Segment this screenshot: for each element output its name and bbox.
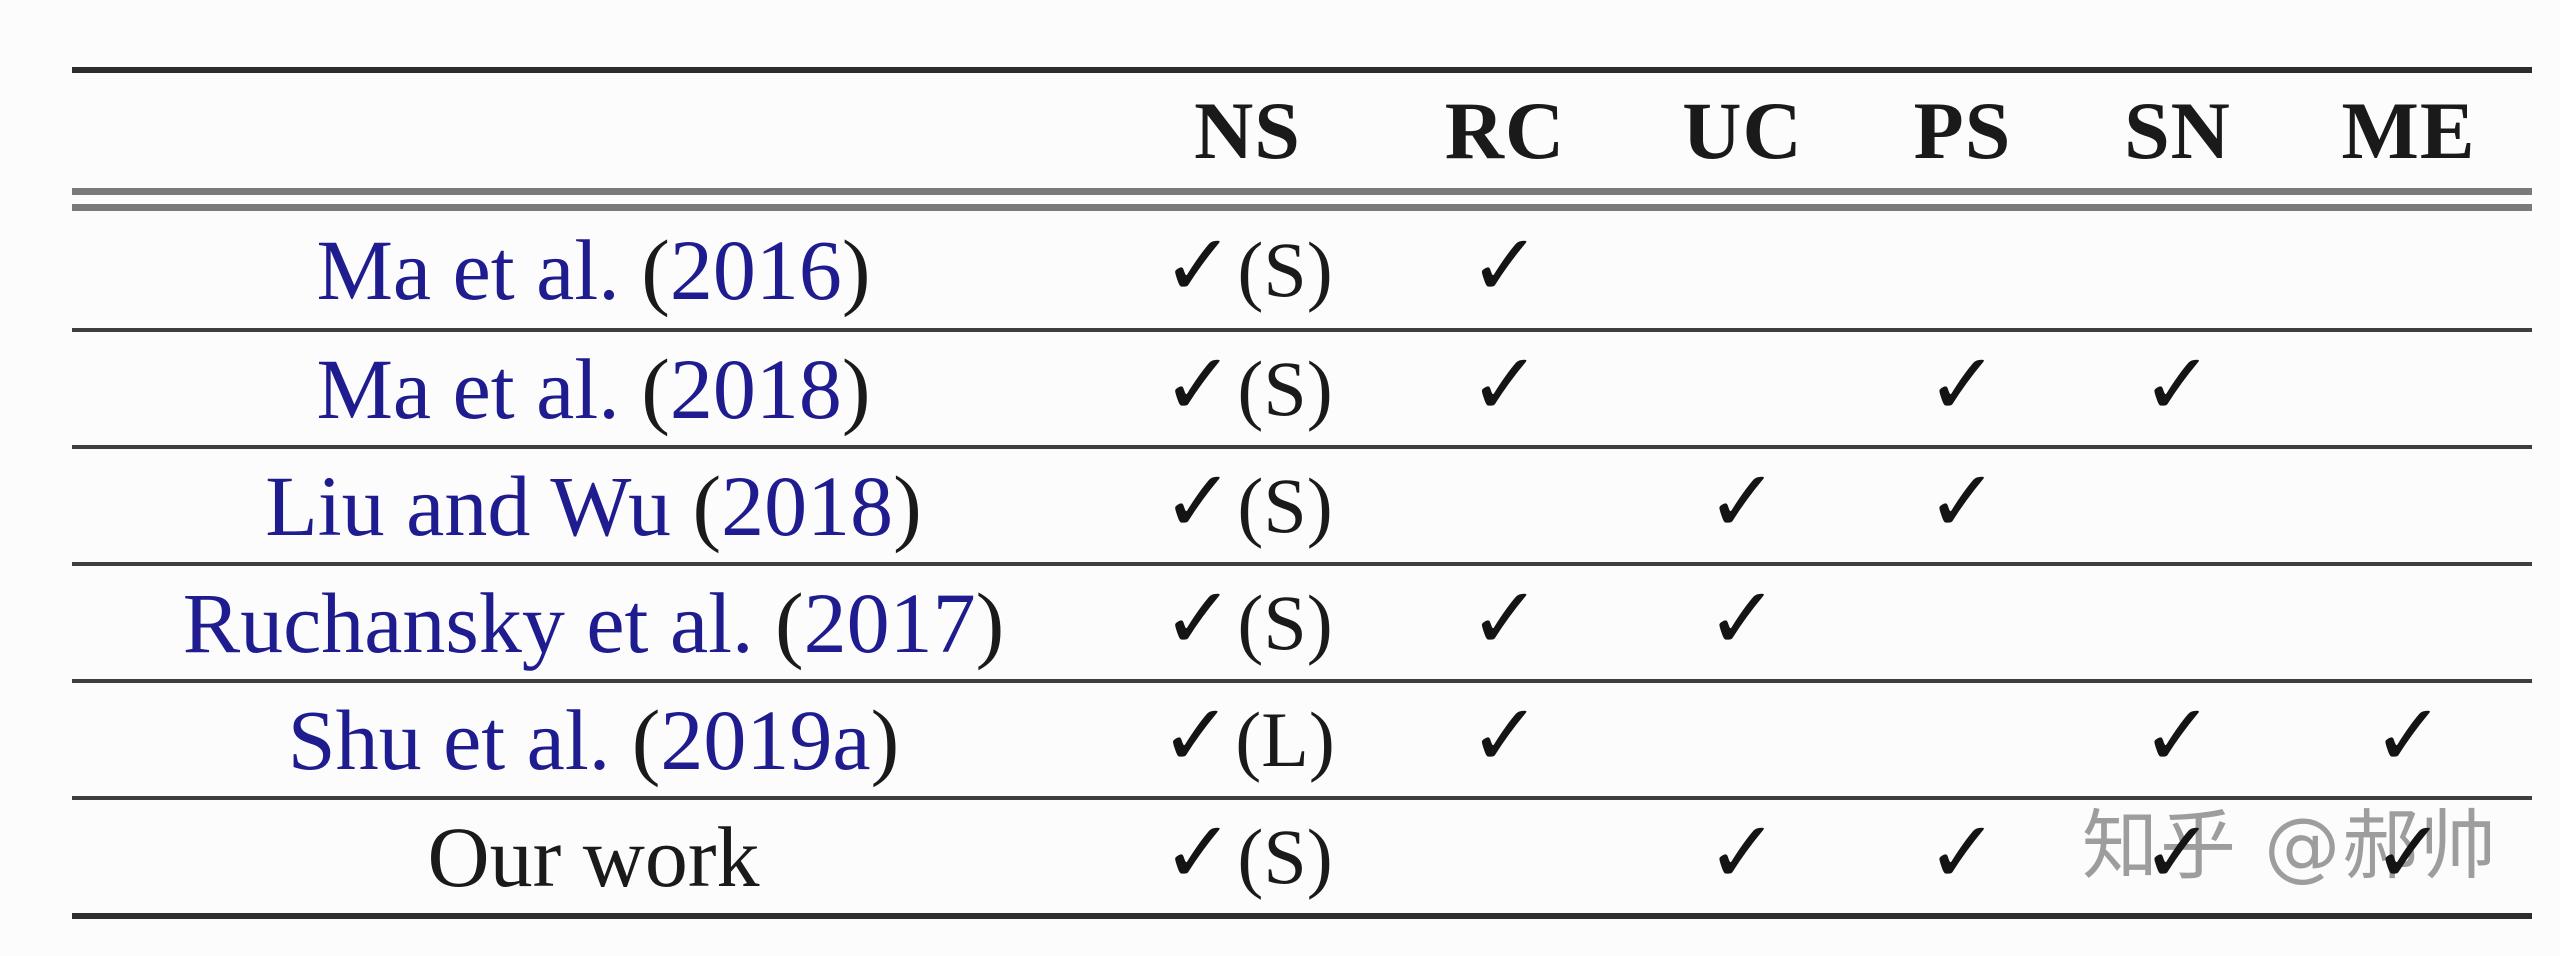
checkmark-icon: ✓	[2372, 802, 2445, 903]
column-header-ns: NS	[1194, 84, 1301, 176]
checkmark-icon: ✓	[1162, 215, 1235, 316]
feature-cell-sn: ✓	[2070, 683, 2285, 796]
checkmark-icon: ✓	[1926, 802, 1999, 903]
checkmark-icon: ✓	[1162, 568, 1235, 669]
feature-cell-rc: ✓	[1380, 332, 1630, 445]
feature-cell-ns: ✓ (S)	[1115, 800, 1380, 913]
check-qualifier: (S)	[1237, 344, 1333, 432]
feature-cell-sn	[2070, 449, 2285, 562]
checkmark-icon: ✓	[1162, 802, 1235, 903]
feature-cell-uc	[1630, 683, 1855, 796]
feature-cell-me: ✓	[2285, 800, 2532, 913]
table-row: Liu and Wu (2018) ✓ (S) ✓ ✓	[72, 445, 2532, 562]
feature-cell-ns: ✓ (S)	[1115, 566, 1380, 679]
feature-cell-uc	[1630, 332, 1855, 445]
feature-cell-me: ✓	[2285, 683, 2532, 796]
citation-link[interactable]: Ma et al. (2018)	[316, 340, 871, 437]
row-label-cell: Ruchansky et al. (2017)	[72, 566, 1115, 679]
row-label-cell: Liu and Wu (2018)	[72, 449, 1115, 562]
table-row: Ma et al. (2016) ✓ (S) ✓	[72, 211, 2532, 328]
checkmark-icon: ✓	[1706, 451, 1779, 552]
column-header-rc: RC	[1444, 84, 1566, 176]
table-row: Ruchansky et al. (2017) ✓ (S) ✓ ✓	[72, 562, 2532, 679]
check-qualifier: (S)	[1237, 225, 1333, 313]
feature-cell-me	[2285, 566, 2532, 679]
check-qualifier: (L)	[1235, 695, 1335, 783]
table-row: Ma et al. (2018) ✓ (S) ✓ ✓ ✓	[72, 328, 2532, 445]
checkmark-icon: ✓	[1706, 568, 1779, 669]
column-header-me: ME	[2341, 84, 2476, 176]
row-label-cell: Shu et al. (2019a)	[72, 683, 1115, 796]
feature-cell-uc	[1630, 211, 1855, 328]
check-qualifier: (S)	[1237, 812, 1333, 900]
header-label-spacer	[72, 73, 1115, 188]
feature-cell-ps: ✓	[1855, 332, 2070, 445]
feature-cell-me	[2285, 211, 2532, 328]
comparison-table: NS RC UC PS SN ME Ma et al. (2016) ✓ (S) ✓ Ma e…	[72, 67, 2532, 919]
column-header-sn: SN	[2124, 84, 2231, 176]
checkmark-icon: ✓	[1468, 568, 1542, 669]
checkmark-icon: ✓	[1926, 334, 1999, 435]
checkmark-icon: ✓	[1706, 802, 1779, 903]
table-row: Shu et al. (2019a) ✓ (L) ✓ ✓ ✓	[72, 679, 2532, 796]
feature-cell-rc	[1380, 449, 1630, 562]
table-row: Our work ✓ (S) ✓ ✓ ✓ ✓	[72, 796, 2532, 913]
feature-cell-ns: ✓ (L)	[1115, 683, 1380, 796]
citation-link[interactable]: Ma et al. (2016)	[316, 221, 871, 318]
feature-cell-uc: ✓	[1630, 449, 1855, 562]
feature-cell-ps	[1855, 566, 2070, 679]
feature-cell-rc	[1380, 800, 1630, 913]
citation-link[interactable]: Liu and Wu (2018)	[265, 457, 922, 554]
column-header-uc: UC	[1682, 84, 1803, 176]
feature-cell-sn: ✓	[2070, 332, 2285, 445]
feature-cell-sn: ✓	[2070, 800, 2285, 913]
feature-cell-ns: ✓ (S)	[1115, 332, 1380, 445]
feature-cell-ps	[1855, 211, 2070, 328]
checkmark-icon: ✓	[2141, 334, 2214, 435]
feature-cell-sn	[2070, 211, 2285, 328]
feature-cell-rc: ✓	[1380, 211, 1630, 328]
checkmark-icon: ✓	[1468, 685, 1542, 786]
checkmark-icon: ✓	[2141, 685, 2214, 786]
column-header-ps: PS	[1913, 84, 2012, 176]
checkmark-icon: ✓	[1162, 451, 1235, 552]
feature-cell-ps: ✓	[1855, 449, 2070, 562]
check-qualifier: (S)	[1237, 578, 1333, 666]
feature-cell-ps	[1855, 683, 2070, 796]
feature-cell-me	[2285, 449, 2532, 562]
feature-cell-ns: ✓ (S)	[1115, 449, 1380, 562]
feature-cell-rc: ✓	[1380, 683, 1630, 796]
checkmark-icon: ✓	[1926, 451, 1999, 552]
header-separator-double-rule	[72, 188, 2532, 211]
citation-link[interactable]: Ruchansky et al. (2017)	[182, 574, 1005, 671]
checkmark-icon: ✓	[2141, 802, 2214, 903]
table-header-row: NS RC UC PS SN ME	[72, 73, 2532, 188]
feature-cell-uc: ✓	[1630, 800, 1855, 913]
row-label: Our work	[427, 808, 760, 905]
checkmark-icon: ✓	[1160, 685, 1233, 786]
feature-cell-rc: ✓	[1380, 566, 1630, 679]
checkmark-icon: ✓	[2372, 685, 2445, 786]
row-label-cell: Ma et al. (2018)	[72, 332, 1115, 445]
checkmark-icon: ✓	[1162, 334, 1235, 435]
feature-cell-ps: ✓	[1855, 800, 2070, 913]
checkmark-icon: ✓	[1468, 334, 1542, 435]
citation-link[interactable]: Shu et al. (2019a)	[287, 691, 900, 788]
check-qualifier: (S)	[1237, 461, 1333, 549]
checkmark-icon: ✓	[1468, 215, 1542, 316]
row-label-cell: Our work	[72, 800, 1115, 913]
feature-cell-me	[2285, 332, 2532, 445]
feature-cell-sn	[2070, 566, 2285, 679]
feature-cell-uc: ✓	[1630, 566, 1855, 679]
feature-cell-ns: ✓ (S)	[1115, 211, 1380, 328]
row-label-cell: Ma et al. (2016)	[72, 211, 1115, 328]
watermark-text: 知乎 @郝帅	[2082, 801, 2499, 890]
